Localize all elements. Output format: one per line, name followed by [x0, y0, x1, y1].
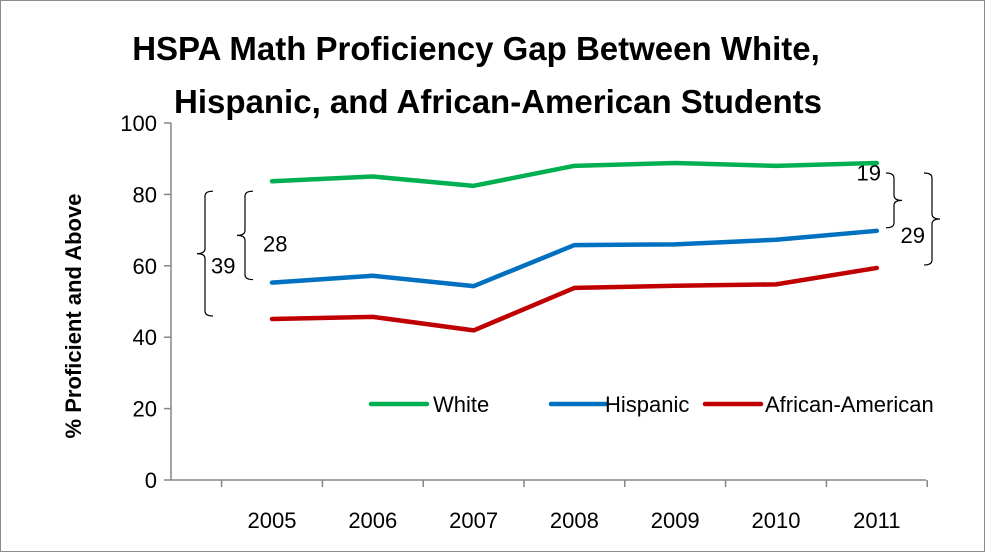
y-tick-label: 80: [133, 182, 157, 207]
legend-label-white: White: [433, 392, 489, 417]
legend-label-hispanic: Hispanic: [605, 392, 689, 417]
x-tick-label: 2005: [248, 508, 297, 533]
y-tick-label: 20: [133, 397, 157, 422]
legend: White Hispanic African-American: [368, 392, 934, 417]
y-axis-label: % Proficient and Above: [61, 194, 86, 439]
axes: 0 20 40 60 80 100 2005 2006 2007 2008 2009 2010 2011: [120, 111, 928, 533]
gap-bracket: [196, 190, 214, 317]
y-tick-label: 0: [145, 468, 157, 493]
y-tick-label: 60: [133, 254, 157, 279]
chart-title-line-1: HSPA Math Proficiency Gap Between White,: [132, 30, 820, 67]
x-tick-label: 2006: [348, 508, 397, 533]
x-tick-label: 2010: [752, 508, 801, 533]
gap-value-label: 39: [211, 254, 235, 279]
legend-label-african-american: African-American: [765, 392, 934, 417]
gap-value-label: 28: [263, 231, 287, 256]
y-tick-label: 100: [120, 111, 157, 136]
x-tick-label: 2007: [449, 508, 498, 533]
chart-title-line-2: Hispanic, and African-American Students: [174, 83, 822, 120]
gap-bracket: [236, 190, 254, 281]
gap-value-label: 29: [901, 223, 925, 248]
x-tick-label: 2011: [853, 508, 900, 533]
y-tick-label: 40: [133, 325, 157, 350]
series-line-african-american: [269, 265, 880, 333]
gap-bracket: [885, 172, 903, 229]
series-lines: [269, 160, 880, 333]
series-line-white: [269, 160, 880, 189]
gap-bracket: [923, 172, 941, 266]
series-line-hispanic: [269, 228, 880, 289]
x-tick-label: 2008: [550, 508, 599, 533]
x-tick-label: 2009: [651, 508, 700, 533]
